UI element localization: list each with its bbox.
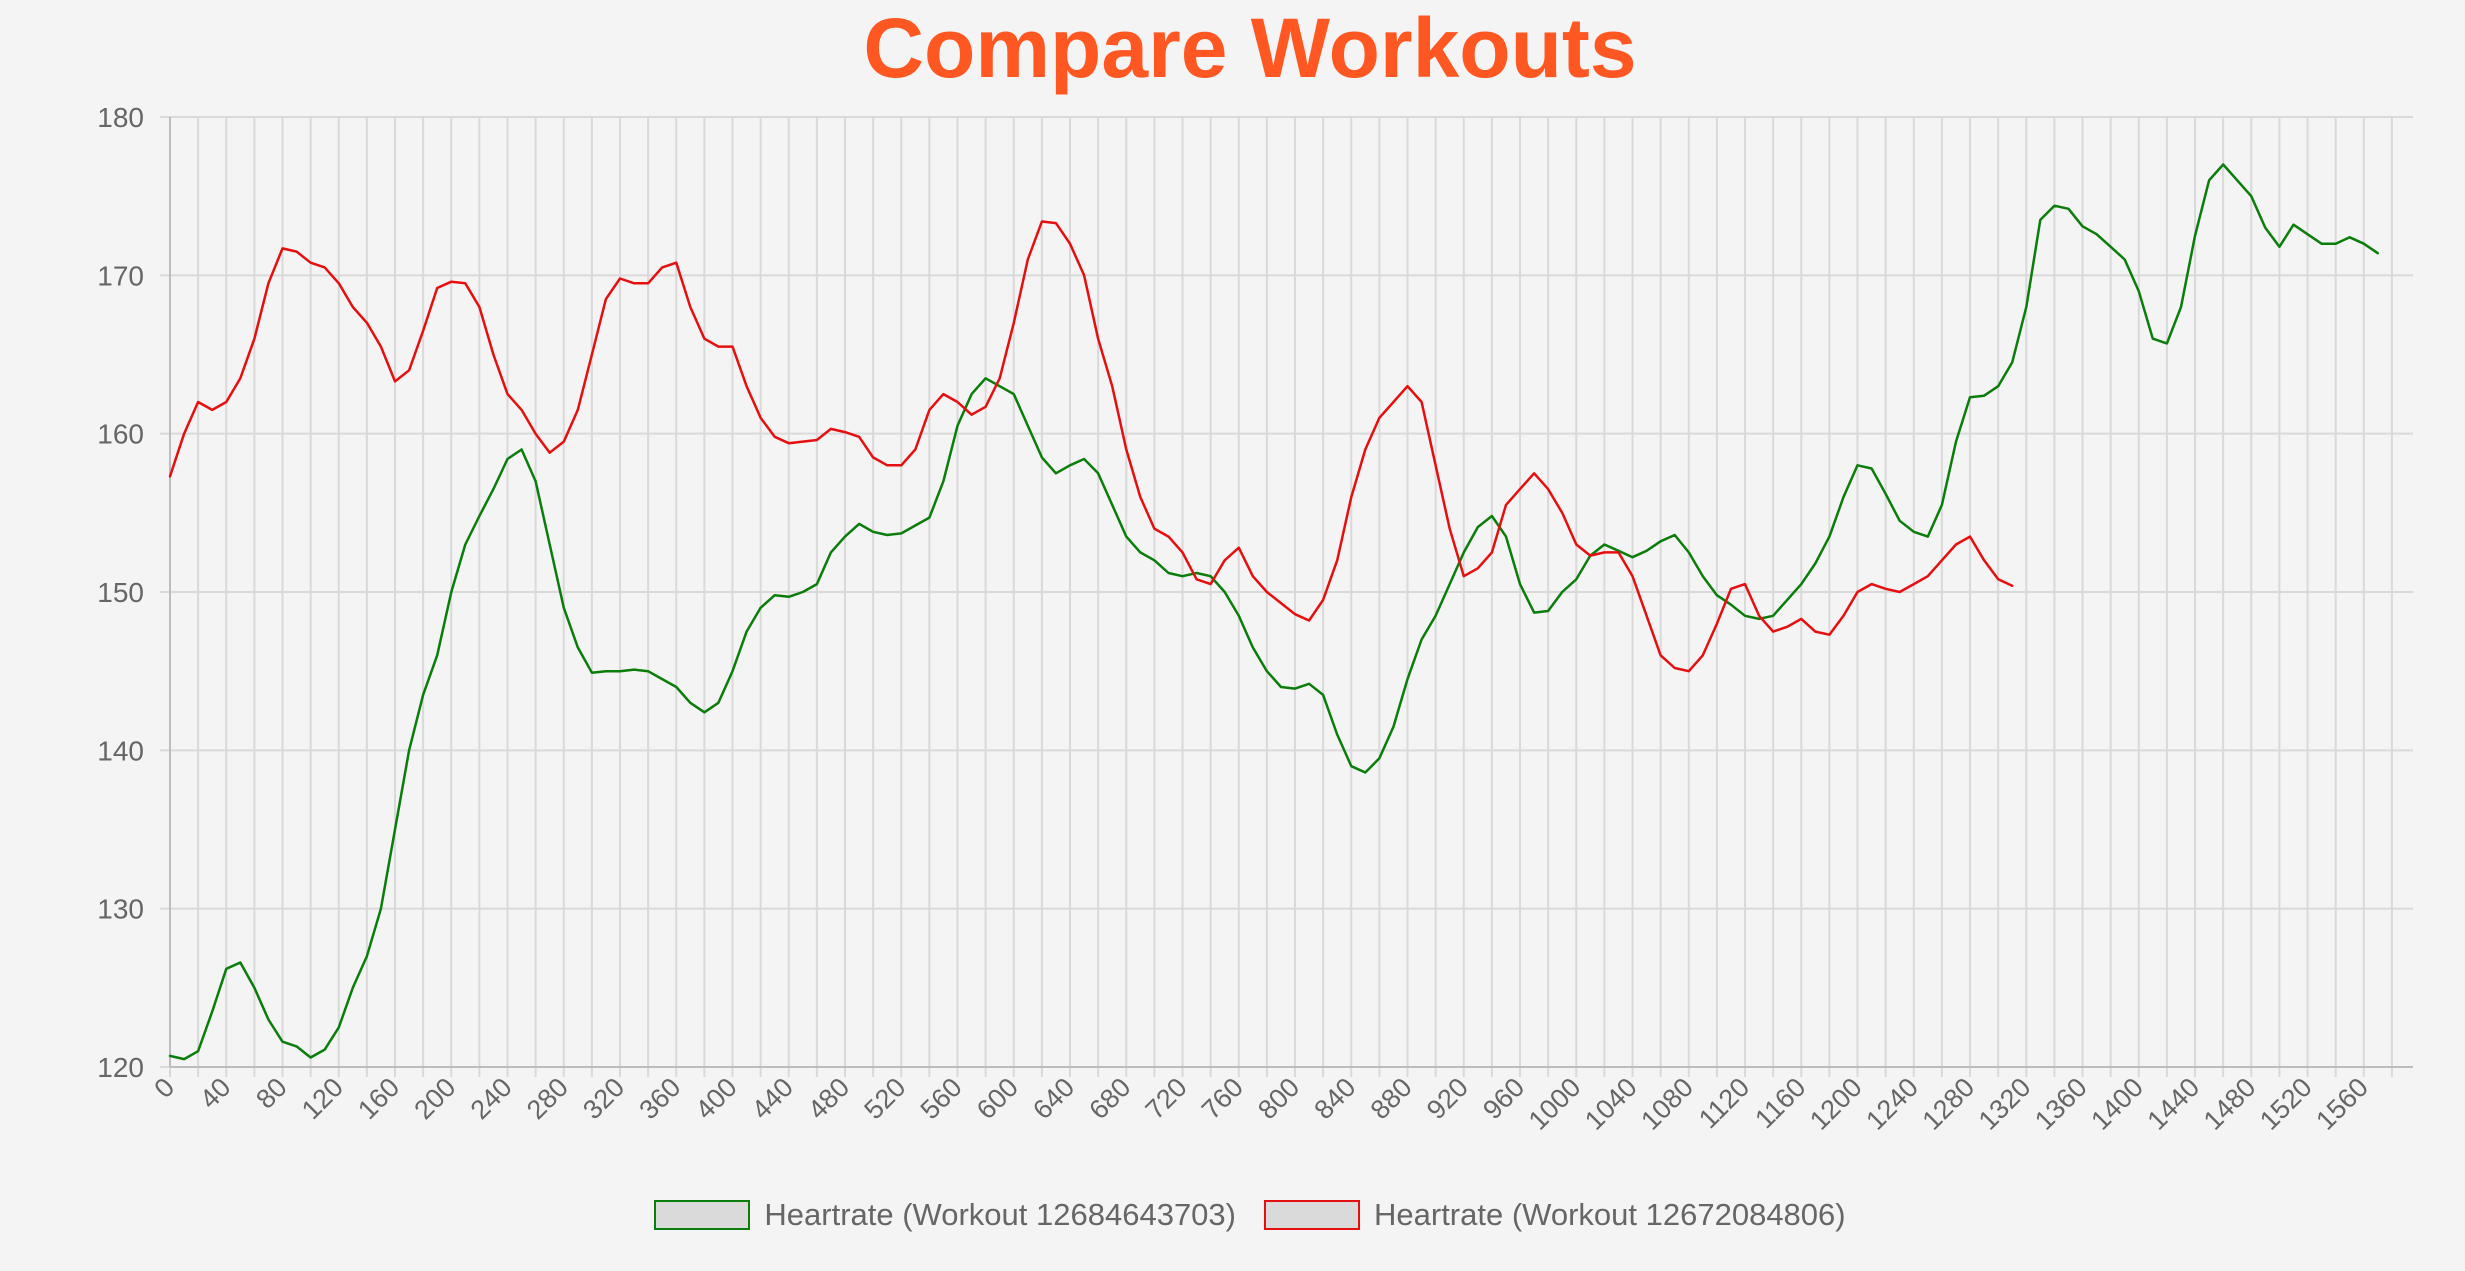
x-tick-label: 1440 (2142, 1072, 2206, 1136)
x-tick-label: 560 (915, 1072, 968, 1125)
x-tick-label: 1560 (2310, 1072, 2374, 1136)
x-tick-label: 40 (194, 1072, 236, 1114)
x-tick-label: 1160 (1749, 1072, 1811, 1134)
y-tick-label: 170 (97, 260, 144, 291)
y-axis-ticks: 120 130 140 150 160 170 180 (97, 102, 144, 1083)
x-tick-label: 1400 (2085, 1072, 2149, 1136)
x-tick-label: 1480 (2198, 1072, 2262, 1136)
y-tick-label: 130 (97, 894, 144, 925)
x-tick-label: 760 (1196, 1072, 1249, 1125)
x-tick-label: 1200 (1804, 1072, 1868, 1136)
x-axis-ticks: 0 40 80 120 160 200 240 280 320 360 400 440 480 520 56… (148, 1072, 2374, 1136)
x-tick-label: 480 (802, 1072, 855, 1125)
legend-label-series-1: Heartrate (Workout 12684643703) (764, 1197, 1236, 1232)
x-tick-label: 1000 (1523, 1072, 1587, 1136)
axes (169, 117, 2413, 1068)
series-line-2 (168, 220, 2014, 673)
x-tick-label: 1320 (1973, 1072, 2037, 1136)
x-tick-label: 640 (1027, 1072, 1080, 1125)
x-tick-label: 200 (408, 1072, 461, 1125)
x-tick-label: 1520 (2254, 1072, 2318, 1136)
x-tick-label: 960 (1477, 1072, 1530, 1125)
x-tick-label: 440 (746, 1072, 799, 1125)
x-tick-label: 160 (352, 1072, 405, 1125)
legend-swatch-series-1 (654, 1200, 751, 1230)
x-tick-label: 880 (1365, 1072, 1418, 1125)
x-tick-label: 1120 (1693, 1072, 1755, 1134)
x-tick-label: 80 (250, 1072, 292, 1114)
legend-label-series-2: Heartrate (Workout 12672084806) (1374, 1197, 1846, 1232)
x-tick-label: 800 (1252, 1072, 1305, 1125)
legend: Heartrate (Workout 12684643703) Heartrat… (0, 1197, 2465, 1233)
series-line-1 (168, 163, 2380, 1061)
x-tick-label: 360 (633, 1072, 686, 1125)
y-tick-label: 120 (97, 1052, 144, 1083)
x-tick-label: 1360 (2029, 1072, 2093, 1136)
x-tick-label: 1080 (1635, 1072, 1699, 1136)
legend-item-series-1[interactable]: Heartrate (Workout 12684643703) (654, 1197, 1236, 1233)
x-tick-label: 600 (971, 1072, 1024, 1125)
grid-lines (160, 116, 2413, 1077)
x-tick-label: 280 (521, 1072, 574, 1125)
x-tick-label: 520 (858, 1072, 911, 1125)
x-tick-label: 0 (148, 1072, 180, 1104)
y-tick-label: 150 (97, 577, 144, 608)
y-tick-label: 140 (97, 735, 144, 766)
x-tick-label: 240 (465, 1072, 518, 1125)
series-lines (168, 163, 2380, 1061)
x-tick-label: 720 (1140, 1072, 1193, 1125)
y-tick-label: 160 (97, 419, 144, 450)
x-tick-label: 1040 (1579, 1072, 1643, 1136)
chart-title: Compare Workouts (863, 1, 1637, 95)
legend-item-series-2[interactable]: Heartrate (Workout 12672084806) (1264, 1197, 1846, 1233)
x-tick-label: 680 (1083, 1072, 1136, 1125)
x-tick-label: 120 (296, 1072, 349, 1125)
x-tick-label: 1240 (1860, 1072, 1924, 1136)
x-tick-label: 920 (1421, 1072, 1474, 1125)
x-tick-label: 400 (690, 1072, 743, 1125)
x-tick-label: 840 (1308, 1072, 1361, 1125)
legend-swatch-series-2 (1264, 1200, 1360, 1230)
x-tick-label: 320 (577, 1072, 630, 1125)
x-tick-label: 1280 (1917, 1072, 1981, 1136)
y-tick-label: 180 (97, 102, 144, 133)
